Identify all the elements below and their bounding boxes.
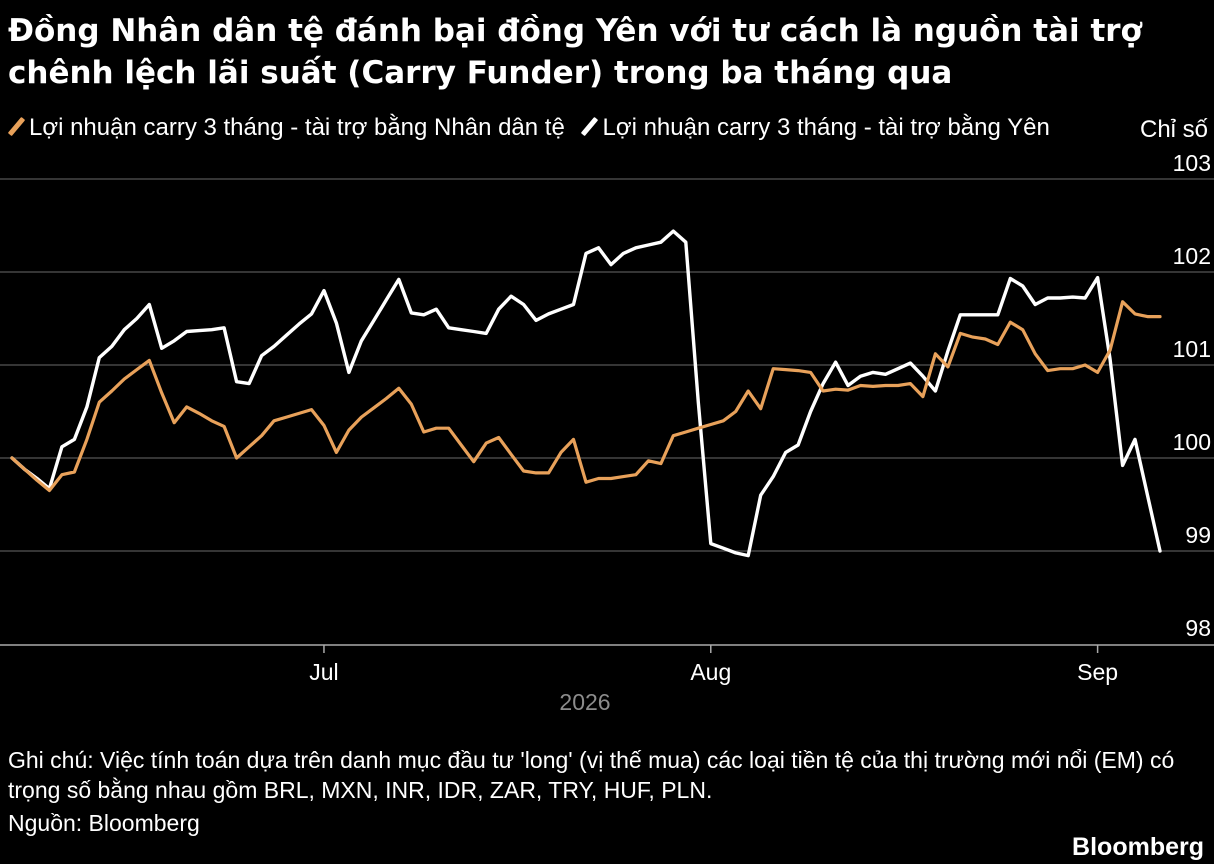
legend: Lợi nhuận carry 3 tháng - tài trợ bằng N… bbox=[7, 113, 1128, 143]
series-lines bbox=[10, 229, 1162, 558]
y-tick-label: 102 bbox=[1173, 243, 1211, 269]
y-tick-label: 101 bbox=[1173, 336, 1211, 362]
x-axis: Jul Aug Sep bbox=[0, 644, 1214, 685]
legend-item-jpy: Lợi nhuận carry 3 tháng - tài trợ bằng Y… bbox=[581, 114, 1050, 141]
x-axis-title: 2026 bbox=[559, 689, 610, 715]
source-line: Nguồn: Bloomberg bbox=[8, 810, 200, 836]
series-line-jpy bbox=[10, 229, 1162, 558]
bloomberg-logo: Bloomberg bbox=[1072, 833, 1204, 861]
footnote: Ghi chú: Việc tính toán dựa trên danh mụ… bbox=[8, 747, 1175, 803]
y-tick-label: 98 bbox=[1185, 615, 1211, 641]
y-tick-label: 99 bbox=[1185, 522, 1211, 548]
y-axis-unit-label: Chỉ số bbox=[1140, 116, 1209, 143]
legend-label-cny: Lợi nhuận carry 3 tháng - tài trợ bằng N… bbox=[29, 114, 565, 141]
x-tick-label: Jul bbox=[309, 659, 338, 685]
x-tick-label: Aug bbox=[690, 659, 731, 685]
chart-title: Đồng Nhân dân tệ đánh bại đồng Yên với t… bbox=[8, 13, 1142, 91]
legend-item-cny: Lợi nhuận carry 3 tháng - tài trợ bằng N… bbox=[7, 114, 571, 141]
x-tick-label: Sep bbox=[1077, 659, 1118, 685]
y-tick-label: 103 bbox=[1173, 150, 1211, 176]
y-tick-label: 100 bbox=[1173, 429, 1211, 455]
series-line-cny bbox=[10, 300, 1162, 493]
grid-lines bbox=[0, 178, 1214, 552]
y-tick-labels: 98 99 100 101 102 103 bbox=[1173, 150, 1211, 641]
legend-label-jpy: Lợi nhuận carry 3 tháng - tài trợ bằng Y… bbox=[602, 114, 1050, 141]
line-chart: 98 99 100 101 102 103 Jul Aug Sep 2026 bbox=[0, 150, 1214, 715]
